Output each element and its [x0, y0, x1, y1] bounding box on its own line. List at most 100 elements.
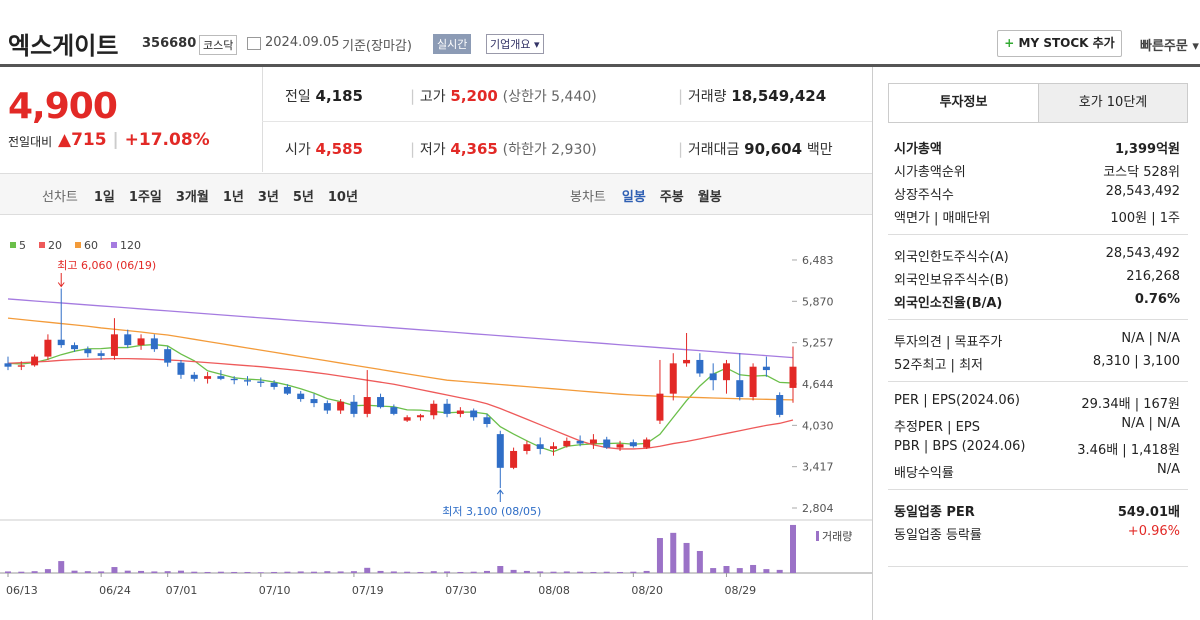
volume-bar — [497, 566, 504, 573]
tabs: 투자정보 호가 10단계 — [888, 83, 1188, 123]
period-button[interactable]: 10년 — [327, 190, 358, 205]
tab[interactable]: 투자정보 — [889, 84, 1038, 122]
candle-body — [190, 374, 198, 379]
my-stock-button[interactable]: + MY STOCK 추가 — [997, 30, 1122, 57]
period-button[interactable]: 1주일 — [128, 190, 162, 205]
candle-body — [323, 403, 331, 411]
candle-body — [257, 381, 265, 383]
candle-body — [603, 439, 611, 448]
info-value: +0.96% — [1127, 524, 1180, 539]
divider — [888, 489, 1188, 490]
info-row: PBR | BPS (2024.06) 3.46배 | 1,418원 — [894, 439, 1180, 459]
candle-body — [416, 415, 424, 418]
period-button[interactable]: 5년 — [292, 190, 314, 205]
info-value: 1,399억원 — [1114, 142, 1180, 157]
chart: 6,483 5,870 5,257 4,644 4,030 3,417 2,804 06/13… — [0, 239, 872, 597]
period-button[interactable]: 월봉 — [697, 190, 722, 205]
legend-label: 5 — [19, 239, 26, 252]
volume-bar — [617, 571, 624, 573]
x-tick-label: 07/19 — [352, 584, 384, 597]
volume-bar — [736, 568, 743, 573]
period-label: 봉차트 — [570, 190, 606, 205]
quote-label: 고가 — [419, 89, 446, 105]
quote: | 거래대금 90,604 백만 — [678, 140, 833, 158]
overview-label: 기업개요 — [490, 38, 531, 51]
volume-bar — [324, 571, 331, 573]
quick-order[interactable]: 빠른주문 ▾ — [1140, 39, 1199, 54]
volume-bar — [271, 571, 278, 573]
info-value: 216,268 — [1126, 269, 1180, 284]
quote-label: 시가 — [285, 142, 311, 158]
tab[interactable]: 호가 10단계 — [1038, 84, 1187, 122]
info-label: 외국인보유주식수(B) — [894, 273, 1009, 288]
info-row: 액면가 | 매매단위 100원 | 1주 — [894, 207, 1180, 227]
info-label: 외국인한도주식수(A) — [894, 250, 1009, 265]
candle-body — [656, 393, 664, 421]
candle-body — [629, 442, 637, 447]
volume-bar — [177, 570, 184, 573]
market: 코스닥 — [199, 35, 238, 55]
volume-bar — [723, 566, 730, 573]
quote-unit: 백만 — [806, 142, 833, 158]
volume-bar — [603, 571, 610, 573]
period-button[interactable]: 일봉 — [621, 190, 646, 205]
calendar-icon — [247, 37, 261, 50]
volume-bar — [457, 571, 464, 573]
info-value: N/A | N/A — [1121, 416, 1180, 431]
x-tick-label: 07/30 — [445, 584, 477, 597]
candle-body — [430, 403, 438, 416]
period-button[interactable]: 3개월 — [175, 190, 209, 205]
x-tick-label: 07/01 — [166, 584, 198, 597]
period-button[interactable]: 주봉 — [659, 190, 684, 205]
ma-line — [7, 343, 794, 453]
legend-swatch — [111, 242, 117, 248]
volume-bar — [523, 570, 530, 573]
period-button[interactable]: 1년 — [222, 190, 244, 205]
volume-bar — [284, 571, 291, 573]
volume-bar — [151, 571, 158, 573]
y-tick-label: 3,417 — [802, 461, 834, 474]
volume-legend-swatch — [816, 531, 819, 541]
change-value: 715 — [71, 130, 107, 150]
quote-value: 4,365 — [450, 140, 498, 158]
quote-label: 거래대금 — [687, 142, 740, 158]
info-value: 코스닥 528위 — [1103, 165, 1180, 180]
volume-bar — [364, 567, 371, 573]
candle-body — [736, 380, 744, 398]
quote: | 저가 4,365 (하한가 2,930) — [410, 140, 597, 158]
overview-button[interactable]: 기업개요 ▾ — [486, 34, 544, 54]
info-row: 동일업종 등락률 +0.96% — [894, 524, 1180, 544]
info-row: 시가총액순위 코스닥 528위 — [894, 161, 1180, 181]
realtime-button[interactable]: 실시간 — [433, 34, 472, 54]
quote-value: 5,200 — [450, 87, 498, 105]
candle-body — [363, 397, 371, 414]
quote-value: 90,604 — [744, 140, 803, 158]
info-label: 시가총액 — [894, 142, 942, 157]
candle-body — [536, 444, 544, 449]
info-value: 8,310 | 3,100 — [1092, 354, 1180, 369]
info-label: 동일업종 PER — [894, 505, 975, 520]
candle-body — [124, 334, 132, 346]
candle-body — [177, 362, 185, 375]
period-button[interactable]: 1일 — [93, 190, 115, 205]
period-button[interactable]: 3년 — [257, 190, 279, 205]
info-panel: 시가총액 1,399억원 시가총액순위 코스닥 528위 상장주식수 28,543,492… — [888, 124, 1188, 567]
info-row: 추정PER | EPS N/A | N/A — [894, 416, 1180, 436]
y-tick-label: 5,870 — [802, 295, 834, 308]
candle-body — [230, 378, 238, 381]
volume-bar — [297, 571, 304, 573]
candle-body — [722, 363, 730, 381]
candle-body — [31, 356, 39, 366]
info-label: 52주최고 | 최저 — [894, 358, 983, 373]
info-label: 액면가 | 매매단위 — [894, 211, 991, 226]
volume-bar — [217, 571, 224, 573]
volume-bar — [790, 524, 796, 573]
candle-body — [496, 434, 504, 468]
info-value: N/A — [1157, 462, 1180, 477]
info-label: 추정PER | EPS — [894, 420, 980, 435]
candle-body — [616, 444, 624, 448]
volume-bar — [444, 571, 451, 573]
candle-body — [110, 334, 118, 356]
info-value: 100원 | 1주 — [1110, 211, 1180, 226]
